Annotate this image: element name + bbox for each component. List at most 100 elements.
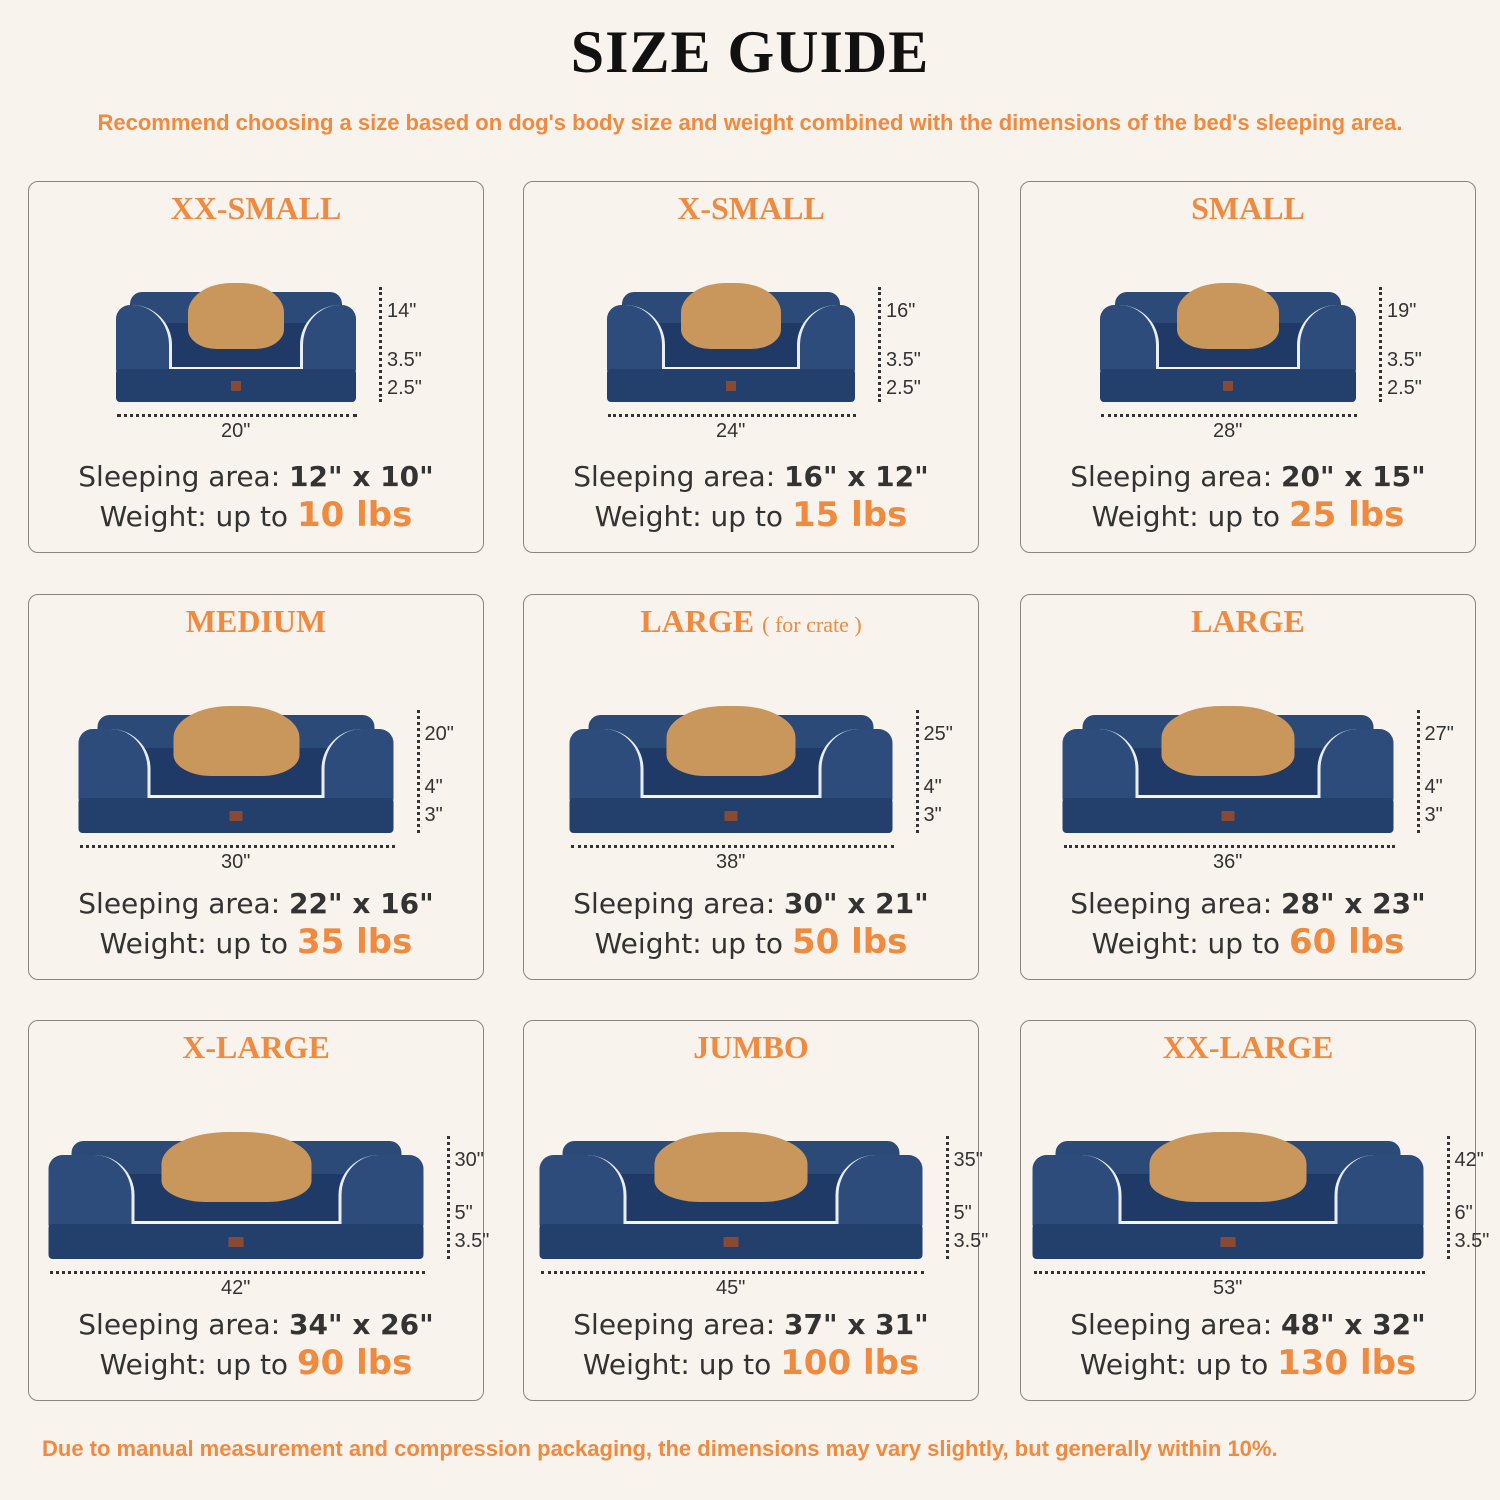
sleeping-area: Sleeping area: 37" x 31" <box>524 1308 978 1342</box>
sleeping-area-label: Sleeping area: <box>1070 460 1273 493</box>
pet-image <box>666 705 796 777</box>
sleeping-area-label: Sleeping area: <box>78 460 281 493</box>
depth-dimension: 25" <box>923 723 953 745</box>
base-height-dimension: 3.5" <box>953 1230 989 1252</box>
depth-dimension: 30" <box>454 1149 484 1171</box>
sleeping-area-label: Sleeping area: <box>78 887 281 920</box>
base-height-dimension: 2.5" <box>886 377 921 399</box>
size-title: XX-SMALL <box>29 190 483 227</box>
sleeping-area-label: Sleeping area: <box>1070 1308 1273 1341</box>
sleeping-area-label: Sleeping area: <box>573 460 776 493</box>
sleeping-area-value: 48" x 32" <box>1281 1308 1426 1341</box>
size-title: SMALL <box>1021 190 1475 227</box>
bed-illustration <box>607 283 855 402</box>
bolster-height-dimension: 5" <box>454 1202 473 1224</box>
sleeping-area-value: 20" x 15" <box>1281 460 1426 493</box>
bolster-height-dimension: 5" <box>953 1202 972 1224</box>
base-height-dimension: 3" <box>923 804 942 826</box>
weight-limit: Weight: up to 90 lbs <box>29 1344 483 1384</box>
weight-label: Weight: up to <box>99 1348 289 1381</box>
weight-value: 35 lbs <box>296 922 413 962</box>
weight-label: Weight: up to <box>594 927 784 960</box>
bed-bolster-right <box>1317 729 1394 806</box>
weight-label: Weight: up to <box>1091 927 1281 960</box>
width-dimension-line <box>608 414 856 417</box>
size-title: X-SMALL <box>524 190 978 227</box>
sleeping-area-value: 30" x 21" <box>784 887 929 920</box>
width-dimension-line <box>49 1271 425 1274</box>
size-title: LARGE ( for crate ) <box>524 603 978 640</box>
width-dimension-line <box>570 845 894 848</box>
bed-illustration <box>569 705 893 833</box>
width-dimension: 38" <box>716 851 746 873</box>
weight-value: 50 lbs <box>791 922 908 962</box>
width-dimension-line <box>1033 1271 1425 1274</box>
weight-value: 15 lbs <box>791 495 908 535</box>
width-dimension-line <box>540 1271 924 1274</box>
height-dimension-line <box>915 710 919 833</box>
pet-image <box>161 1131 311 1203</box>
sleeping-area-label: Sleeping area: <box>78 1308 281 1341</box>
size-title: X-LARGE <box>29 1029 483 1066</box>
bed-label-tag <box>228 1236 244 1248</box>
size-card: X-SMALL 24" 16" 3.5" 2.5" Sleeping area: 16"… <box>523 181 979 553</box>
bed-bolster-right <box>818 729 893 806</box>
depth-dimension: 35" <box>953 1149 983 1171</box>
size-title: MEDIUM <box>29 603 483 640</box>
size-card: X-LARGE 42" 30" 5" 3.5" Sleeping area: 34" x… <box>28 1020 489 1401</box>
sleeping-area: Sleeping area: 30" x 21" <box>524 887 978 921</box>
bolster-height-dimension: 4" <box>424 776 443 798</box>
bed-illustration <box>1100 283 1356 402</box>
pet-image <box>188 283 284 350</box>
sleeping-area-value: 12" x 10" <box>289 460 434 493</box>
depth-dimension: 19" <box>1387 300 1417 322</box>
size-name: JUMBO <box>693 1029 809 1065</box>
bed-label-tag <box>1222 381 1234 391</box>
bed-label-tag <box>724 810 738 822</box>
bed-label-tag <box>231 381 241 391</box>
bed-illustration <box>1032 1131 1424 1259</box>
sleeping-area-label: Sleeping area: <box>573 1308 776 1341</box>
bed-illustration <box>1062 705 1394 833</box>
bolster-height-dimension: 3.5" <box>387 349 422 371</box>
sleeping-area-value: 16" x 12" <box>784 460 929 493</box>
width-dimension-line <box>1063 845 1395 848</box>
bed-bolster-right <box>1334 1155 1424 1232</box>
pet-image <box>654 1131 808 1203</box>
weight-label: Weight: up to <box>99 927 289 960</box>
sleeping-area: Sleeping area: 22" x 16" <box>29 887 483 921</box>
width-dimension-line <box>1101 414 1357 417</box>
weight-value: 10 lbs <box>296 495 413 535</box>
size-card: MEDIUM 30" 20" 4" 3" Sleeping area: 22" x 16… <box>28 594 484 980</box>
base-height-dimension: 2.5" <box>1387 377 1422 399</box>
width-dimension: 24" <box>716 420 746 442</box>
width-dimension: 42" <box>221 1277 251 1299</box>
base-height-dimension: 3" <box>424 804 443 826</box>
weight-limit: Weight: up to 50 lbs <box>524 923 978 963</box>
weight-value: 60 lbs <box>1288 922 1405 962</box>
size-name: LARGE <box>640 603 755 639</box>
height-dimension-line <box>945 1136 949 1259</box>
sleeping-area-value: 34" x 26" <box>289 1308 434 1341</box>
width-dimension: 53" <box>1213 1277 1243 1299</box>
bed-bolster-left <box>1032 1155 1122 1232</box>
width-dimension: 28" <box>1213 420 1243 442</box>
pet-image <box>1176 283 1280 350</box>
depth-dimension: 20" <box>424 723 454 745</box>
bed-illustration <box>78 705 394 833</box>
bed-label-tag <box>1221 810 1235 822</box>
base-height-dimension: 3" <box>1424 804 1443 826</box>
size-name: X-LARGE <box>182 1029 330 1065</box>
sleeping-area: Sleeping area: 28" x 23" <box>1021 887 1475 921</box>
size-note: ( for crate ) <box>762 612 862 637</box>
bolster-height-dimension: 3.5" <box>886 349 921 371</box>
weight-value: 25 lbs <box>1288 495 1405 535</box>
height-dimension-line <box>379 287 382 402</box>
sleeping-area: Sleeping area: 48" x 32" <box>1021 1308 1475 1342</box>
base-height-dimension: 2.5" <box>387 377 422 399</box>
sleeping-area: Sleeping area: 16" x 12" <box>524 460 978 494</box>
sleeping-area: Sleeping area: 12" x 10" <box>29 460 483 494</box>
bed-bolster-left <box>48 1155 134 1232</box>
size-name: SMALL <box>1191 190 1305 226</box>
depth-dimension: 27" <box>1424 723 1454 745</box>
